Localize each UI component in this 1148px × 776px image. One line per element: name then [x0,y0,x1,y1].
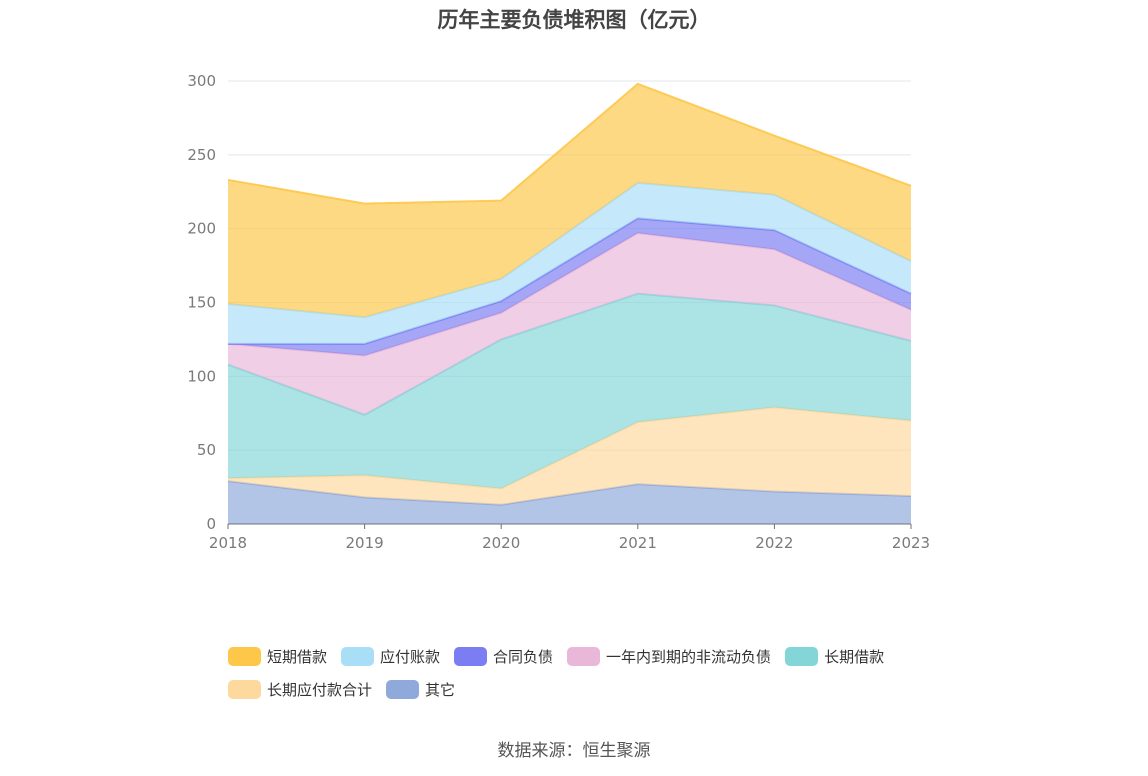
x-tick-label: 2022 [755,534,793,552]
area-series [227,82,912,524]
legend-swatch [454,647,488,666]
legend-label: 短期借款 [267,648,328,666]
area-series-6 [228,83,911,318]
chart-title: 历年主要负债堆积图（亿元） [437,8,711,32]
y-tick-label: 0 [206,515,216,533]
legend: 短期借款 应付账款 合同负债 一年内到期的非流动负债 长期借款长期应付款合计 其它 [228,640,948,706]
legend-row: 长期应付款合计 其它 [228,673,948,706]
legend-item[interactable]: 其它 [386,679,455,700]
area-series-3 [228,233,911,415]
legend-item[interactable]: 长期借款 [785,646,884,667]
x-tick-label: 2018 [209,534,247,552]
legend-item[interactable]: 合同负债 [454,646,553,667]
legend-item[interactable]: 一年内到期的非流动负债 [567,646,771,667]
legend-label: 其它 [425,681,456,699]
area-series-0 [228,481,911,524]
y-tick-label: 300 [187,72,216,90]
legend-label: 长期应付款合计 [267,681,373,699]
y-tick-label: 150 [187,294,216,312]
legend-item[interactable]: 应付账款 [341,646,440,667]
legend-swatch [341,647,375,666]
legend-label: 一年内到期的非流动负债 [606,648,772,666]
legend-item[interactable]: 长期应付款合计 [228,679,372,700]
x-tick-label: 2019 [346,534,384,552]
legend-label: 合同负债 [493,648,554,666]
legend-label: 长期借款 [824,648,885,666]
axes: 0 50 100 150 200 250 300 2018 2019 2020 2021 2022 20… [187,72,930,552]
area-series-5 [228,182,911,344]
x-tick-label: 2021 [619,534,657,552]
legend-item[interactable]: 短期借款 [228,646,327,667]
legend-swatch [567,647,601,666]
y-tick-label: 100 [187,367,216,385]
x-tick-label: 2023 [892,534,930,552]
legend-swatch [386,680,420,699]
series-line-6 [227,82,912,205]
x-tick-label: 2020 [482,534,520,552]
legend-row: 短期借款 应付账款 合同负债 一年内到期的非流动负债 长期借款 [228,640,948,673]
area-series-2 [228,293,911,489]
legend-swatch [228,647,261,666]
y-tick-label: 50 [197,441,216,459]
y-tick-label: 250 [187,146,216,164]
legend-swatch [228,680,261,699]
y-tick-label: 200 [187,220,216,238]
legend-label: 应付账款 [380,648,441,666]
legend-swatch [785,647,819,666]
source-note: 数据来源：恒生聚源 [497,741,651,761]
